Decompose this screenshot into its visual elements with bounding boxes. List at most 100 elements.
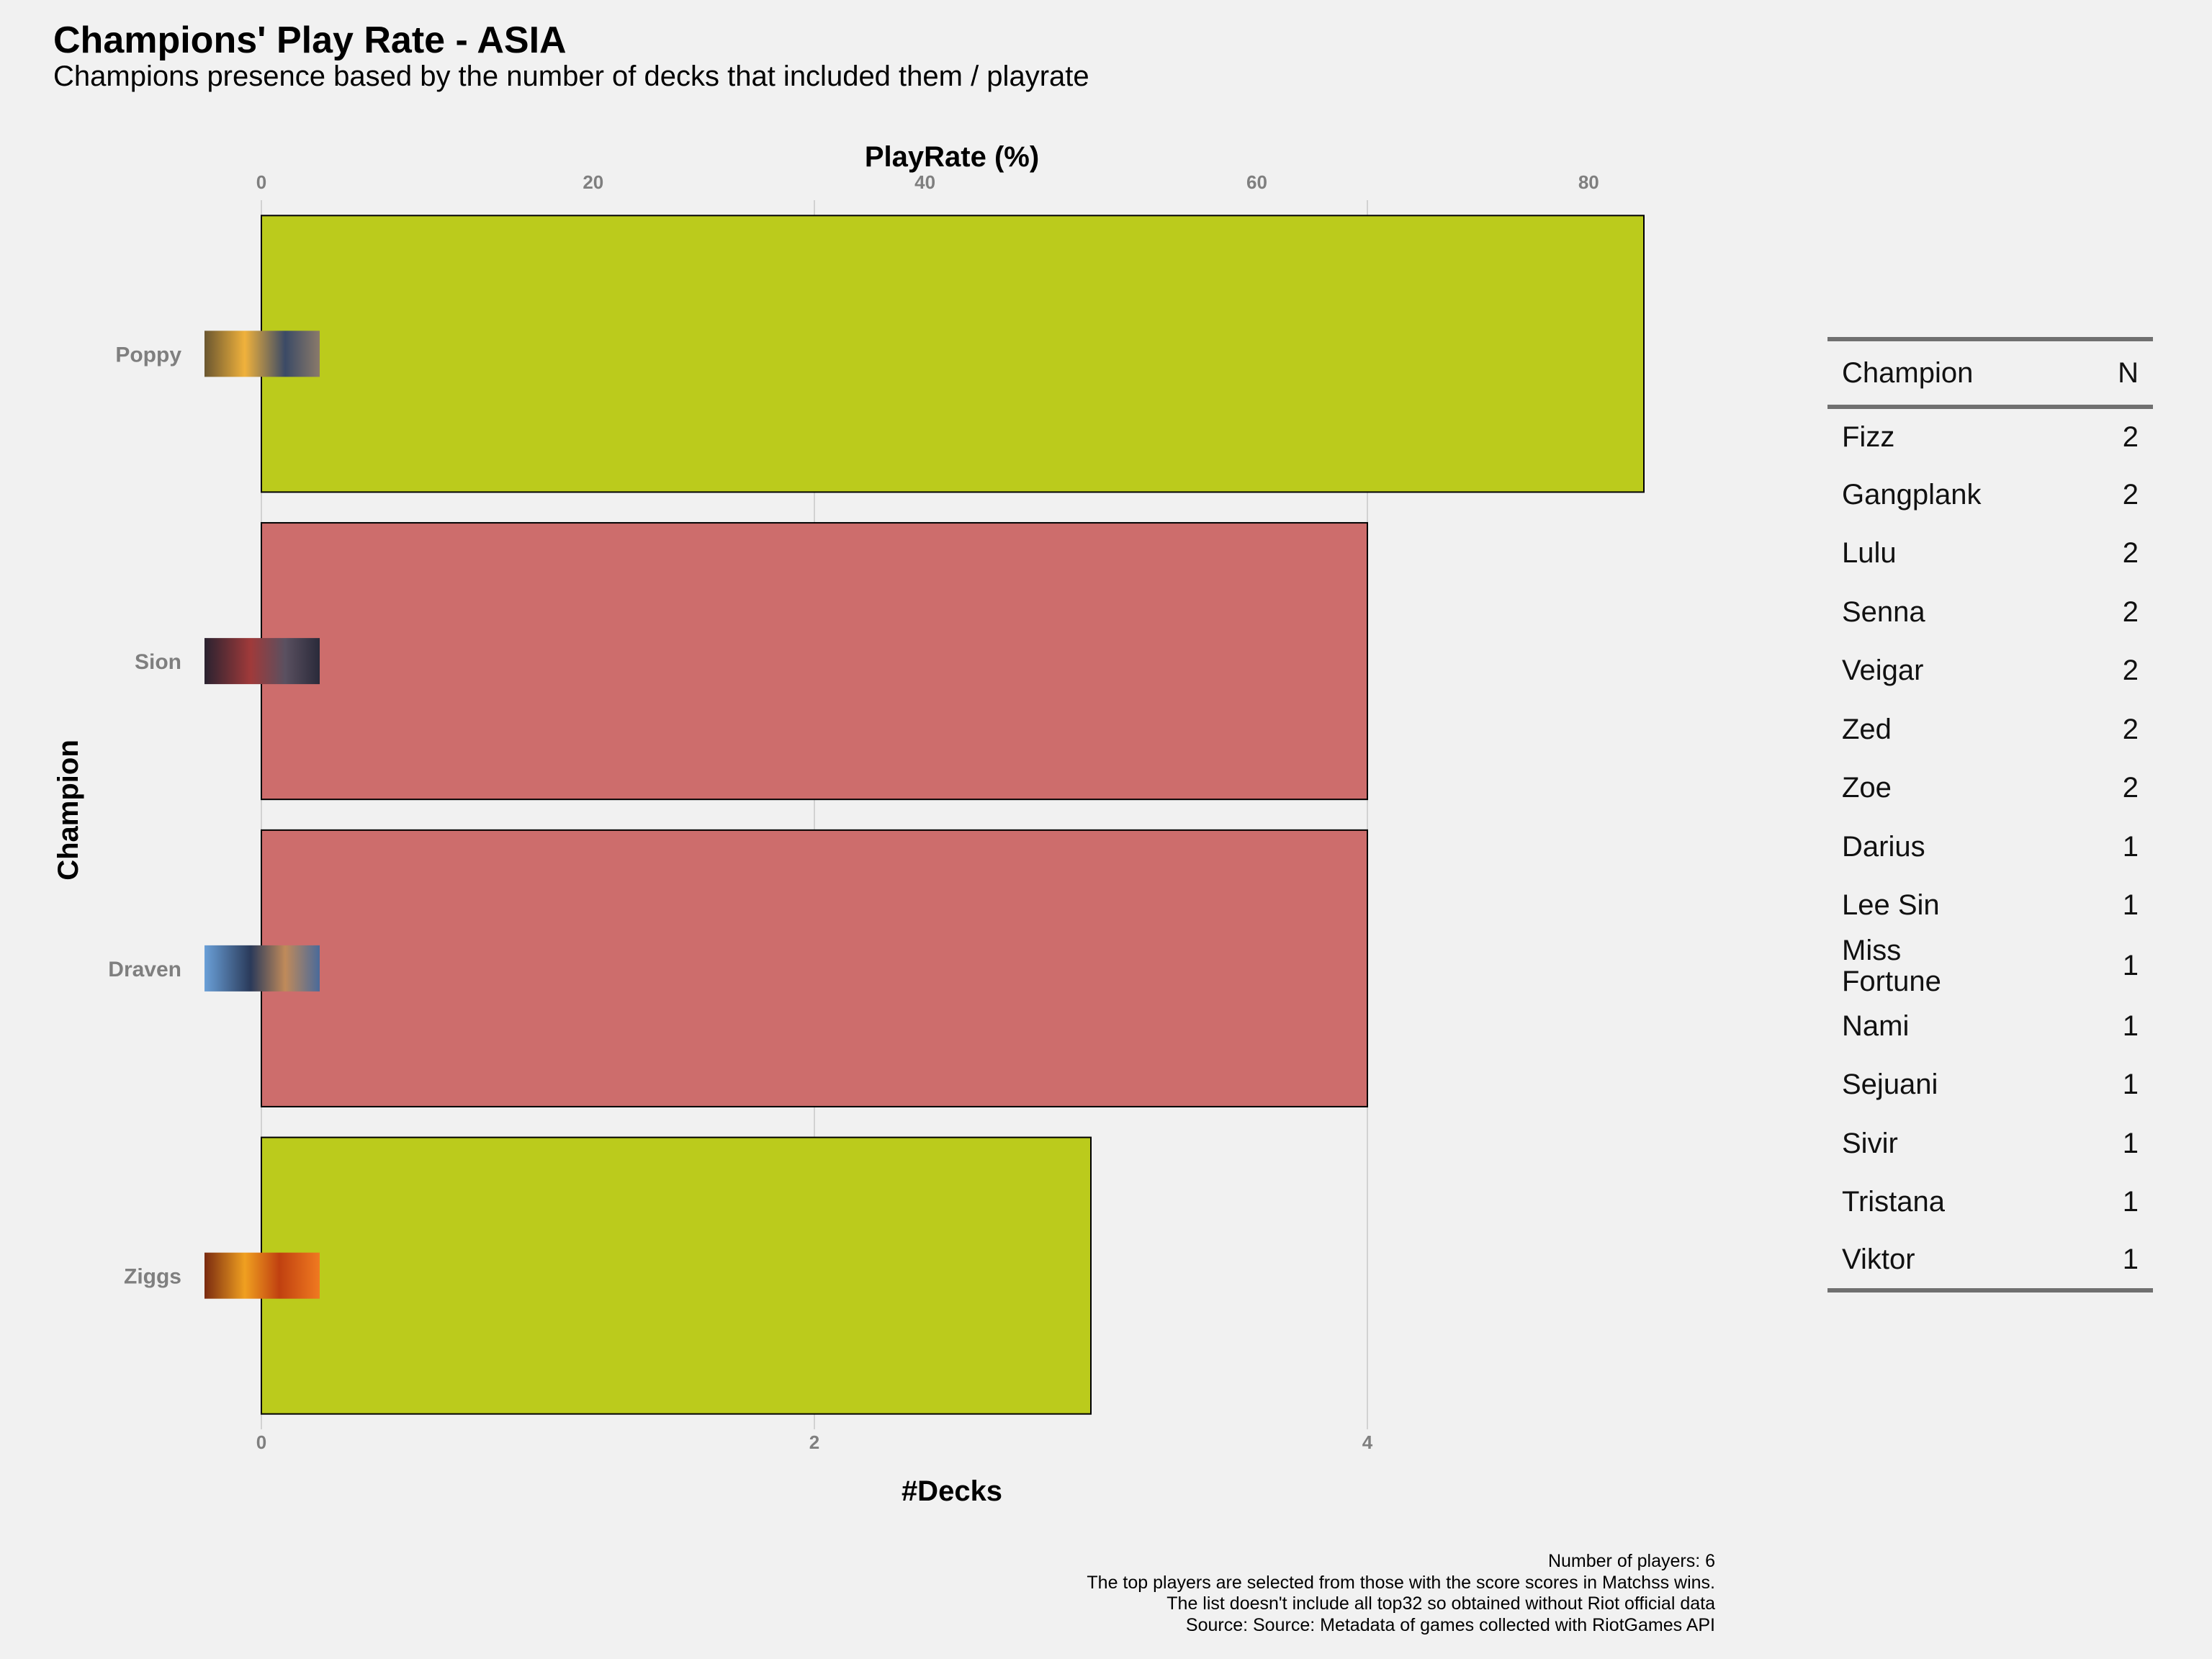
table-cell-n: 2 [2122,772,2139,804]
champion-name: Senna [1842,595,1925,628]
champion-name: Lee Sin [1842,889,1940,922]
bottom-axis-ticks: 0 2 4 [256,1431,1373,1453]
chart-title: Champions' Play Rate - ASIA [53,19,567,61]
table-row: Nami 1 [1827,997,2153,1056]
table-cell-n: 2 [2122,537,2139,570]
x-tick-label: 2 [809,1431,819,1453]
caption-line: Number of players: 6 [1547,1551,1715,1571]
table-row: Darius 1 [1827,818,2153,877]
bar-chart: Poppy Sion Draven Ziggs 0 2 4 0 20 40 60 80 #Deck… [53,141,1645,1507]
table-cell-n: 2 [2122,713,2139,745]
table-row: Sejuani 1 [1827,1056,2153,1115]
table-cell-champion: Senna [1827,583,2080,642]
champion-name: Viktor [1842,1244,1915,1276]
top-axis-title: PlayRate (%) [865,141,1039,173]
table-row: Senna 2 [1827,583,2153,642]
table-row: Tristana 1 [1827,1173,2153,1232]
champion-name: Sivir [1842,1127,1898,1159]
table-cell-champion: Nami [1827,997,2080,1056]
champion-name: Sejuani [1842,1069,1938,1101]
top-tick-label: 20 [583,171,603,193]
bar [261,215,1645,493]
champion-thumbnail [204,331,320,377]
table-row: Gangplank 2 [1827,466,2153,525]
table-cell-champion: Zed [1827,701,2080,760]
champion-name: Miss Fortune [1842,934,1941,997]
table-cell-n: 1 [2122,1069,2139,1101]
table-row: Sivir 1 [1827,1115,2153,1174]
table-cell-n: 2 [2122,595,2139,628]
table-cell-champion: Sivir [1827,1115,2080,1174]
table-cell-n: 1 [2122,1244,2139,1276]
y-axis-title: Champion [53,739,84,881]
category-label: Sion [135,650,181,674]
table-cell-champion: Gangplank [1827,466,2080,525]
table-cell-n: 1 [2122,1010,2139,1042]
table-row: Lee Sin 1 [1827,876,2153,935]
champion-name: Nami [1842,1010,1910,1042]
table-cell-n: 2 [2122,655,2139,687]
table-cell-champion: Tristana [1827,1173,2080,1232]
table-cell-champion: Viktor [1827,1232,2080,1291]
top-tick-label: 80 [1578,171,1599,193]
table-header-champion: Champion [1842,356,1974,389]
top-tick-label: 60 [1246,171,1267,193]
table-cell-n: 1 [2122,889,2139,922]
chart-caption: Number of players: 6 The top players are… [1087,1551,1715,1636]
table-row: Veigar 2 [1827,642,2153,701]
table-cell-champion: Darius [1827,818,2080,877]
caption-line: The top players are selected from those … [1087,1572,1715,1593]
champion-name: Zoe [1842,772,1892,804]
table-row: Zed 2 [1827,701,2153,760]
champion-name: Fizz [1842,421,1895,453]
chart-subtitle: Champions presence based by the number o… [53,60,1089,92]
champion-thumbnail [204,638,320,685]
top-tick-label: 0 [256,171,266,193]
bars-layer [261,215,1645,1415]
bar [261,829,1368,1107]
table-row: Viktor 1 [1827,1232,2153,1291]
top-tick-label: 40 [914,171,935,193]
champion-table: Champion N Fizz 2 Gangplank 2 Lulu 2 Senna 2 Vei… [1827,337,2153,1292]
champion-thumbnail [204,1252,320,1299]
table-header-row: Champion N [1827,339,2153,407]
top-axis-ticks: 0 20 40 60 80 [256,171,1599,193]
champion-name: Darius [1842,830,1925,863]
table-cell-n: 2 [2122,478,2139,511]
category-label: Ziggs [124,1265,181,1289]
x-tick-label: 0 [256,1431,266,1453]
table-header-n: N [2118,356,2139,389]
table-row: Miss Fortune 1 [1827,935,2153,997]
champion-thumbnail [204,945,320,992]
table-row: Zoe 2 [1827,759,2153,818]
table-row: Lulu 2 [1827,524,2153,583]
table-cell-champion: Veigar [1827,642,2080,701]
table-cell-champion: Lee Sin [1827,876,2080,935]
table-cell-champion: Zoe [1827,759,2080,818]
bar [261,522,1368,801]
table-row: Fizz 2 [1827,407,2153,466]
champion-name: Lulu [1842,537,1897,570]
table-cell-n: 1 [2122,830,2139,863]
table-cell-champion: Sejuani [1827,1056,2080,1115]
champion-name: Tristana [1842,1186,1946,1218]
x-axis-title: #Decks [902,1475,1002,1507]
champion-name: Zed [1842,713,1892,745]
table-cell-n: 1 [2122,1186,2139,1218]
category-labels: Poppy Sion Draven Ziggs [108,343,181,1288]
table-cell-n: 2 [2122,421,2139,453]
x-tick-label: 4 [1362,1431,1373,1453]
champion-name: Veigar [1842,655,1924,687]
caption-line: The list doesn't include all top32 so ob… [1166,1593,1715,1614]
table-cell-champion: Miss Fortune [1827,935,2080,997]
table-cell-n: 1 [2122,1127,2139,1159]
table-cell-n: 1 [2122,950,2139,981]
bar [261,1136,1092,1415]
category-label: Poppy [115,343,181,367]
caption-line: Source: Source: Metadata of games collec… [1185,1614,1715,1635]
category-label: Draven [108,958,181,981]
table-cell-champion: Fizz [1827,407,2080,466]
table-cell-champion: Lulu [1827,524,2080,583]
champion-name: Gangplank [1842,478,1982,511]
champion-thumbnails [204,331,320,1299]
